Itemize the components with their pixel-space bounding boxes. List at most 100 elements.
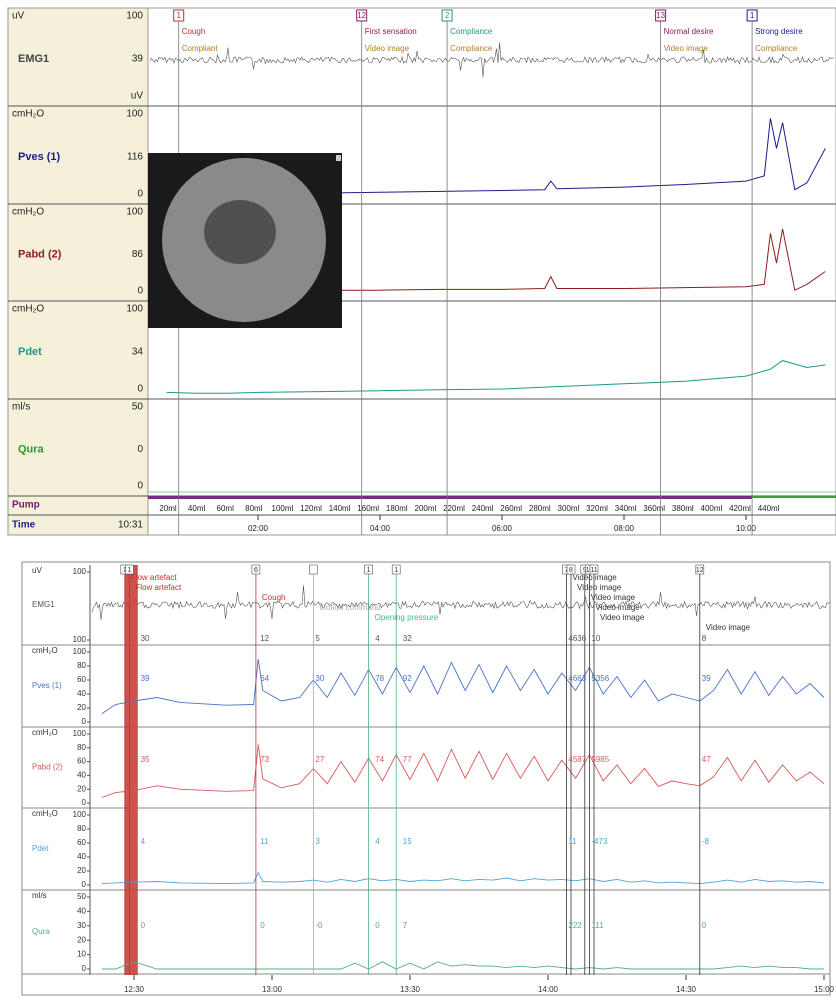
y-tick-label: 40 [77,852,86,861]
event-marker: 11 [590,567,597,574]
x-tick-label: 02:00 [248,524,269,533]
volume-label: 100ml [272,504,294,513]
readout: 0 [702,921,707,930]
channel-value: 86 [132,249,144,260]
readout: 35 [141,755,150,764]
event-label-2: Compliant [182,44,219,53]
event-marker: 1 [367,567,371,574]
y-tick-label: 20 [77,935,86,944]
readout: 4663 [568,674,586,683]
volume-label: 340ml [615,504,637,513]
x-tick-label: 15:00 [814,985,835,994]
readout: 0 [260,921,265,930]
y-tick-label: 60 [77,838,86,847]
x-tick-label: 08:00 [614,524,635,533]
x-tick-label: 10:00 [736,524,757,533]
channel-value: 34 [132,347,144,358]
volume-label: 240ml [472,504,494,513]
readout: 64 [260,674,269,683]
channel-name: Pdet [32,844,49,853]
y-tick-label: 10 [77,950,86,959]
event-marker: 6 [254,567,258,574]
volume-label: 360ml [643,504,665,513]
event-marker: 8 [569,567,573,574]
event-label: Motion command [319,603,380,612]
volume-label: 60ml [217,504,235,513]
event-label: Normal desire [664,27,714,36]
event-label: Opening pressure [375,613,439,622]
readout: 92 [403,674,412,683]
readout: 0 [141,921,146,930]
volume-label: 20ml [159,504,177,513]
readout: 73 [260,755,269,764]
channel-name: EMG1 [32,600,55,609]
channel-unit: cmH₂O [12,207,44,218]
event-label: Strong desire [755,27,803,36]
readout: 4 [141,837,146,846]
event-label: Video image [577,583,622,592]
event-label: Video image [591,593,636,602]
channel-name: Pabd (2) [32,763,63,772]
event-label: First sensation [365,27,417,36]
top-label-column [8,8,148,535]
y-tick-label: 100 [73,729,87,738]
readout: 32 [403,634,412,643]
readout: 27 [315,755,324,764]
y-tick-label: 0 [82,964,87,973]
readout: 11 [568,837,577,846]
y-tick-label: 20 [77,866,86,875]
y-tick-label: 40 [77,771,86,780]
channel-unit-bottom: uV [131,91,144,102]
x-tick-label: 13:30 [400,985,421,994]
readout: -473 [591,837,608,846]
readout: 39 [702,674,711,683]
readout: 5 [315,634,320,643]
x-tick-label: 06:00 [492,524,513,533]
channel-max: 100 [126,207,143,218]
event-label: Cough [262,593,286,602]
y-tick-label: 80 [77,661,86,670]
volume-label: 440ml [758,504,780,513]
event-marker: 1 [127,567,131,574]
xray-edge [336,155,341,161]
readout: 7 [403,921,408,930]
event-label: Video image [595,603,640,612]
pump-bar [148,496,752,499]
x-tick-label: 14:30 [676,985,697,994]
x-tick-label: 04:00 [370,524,391,533]
channel-max: 100 [126,304,143,315]
y-tick-label: 20 [77,784,86,793]
readout: 30 [315,674,324,683]
channel-unit: ml/s [32,891,47,900]
channel-unit: cmH₂O [12,109,44,120]
volume-label: 140ml [329,504,351,513]
y-tick-label: 50 [77,892,86,901]
volume-label: 40ml [188,504,206,513]
channel-min: 0 [137,286,143,297]
readout: 12 [260,634,269,643]
time-label: Time [12,520,36,531]
y-tick-label: 0 [82,717,87,726]
readout: 74 [375,755,384,764]
y-tick-label: 80 [77,824,86,833]
pump-label: Pump [12,500,40,511]
readout: 78 [375,674,384,683]
channel-unit: ml/s [12,402,30,413]
x-tick-label: 12:30 [124,985,145,994]
readout: 47 [702,755,711,764]
readout: 11 [260,837,269,846]
channel-name: Pabd (2) [18,248,62,260]
volume-label: 380ml [672,504,694,513]
event-marker: 1 [750,11,755,20]
channel-min: 0 [137,384,143,395]
event-label-2: Video image [365,44,410,53]
readout: 15 [403,837,412,846]
y-tick-label: 60 [77,757,86,766]
channel-name: Qura [18,443,45,455]
event-label: Video image [706,623,751,632]
channel-name: EMG1 [18,53,49,65]
channel-value: 116 [127,152,143,163]
pump-bar-end [752,496,836,498]
event-marker: 1 [176,11,181,20]
readout: 5356 [591,674,609,683]
